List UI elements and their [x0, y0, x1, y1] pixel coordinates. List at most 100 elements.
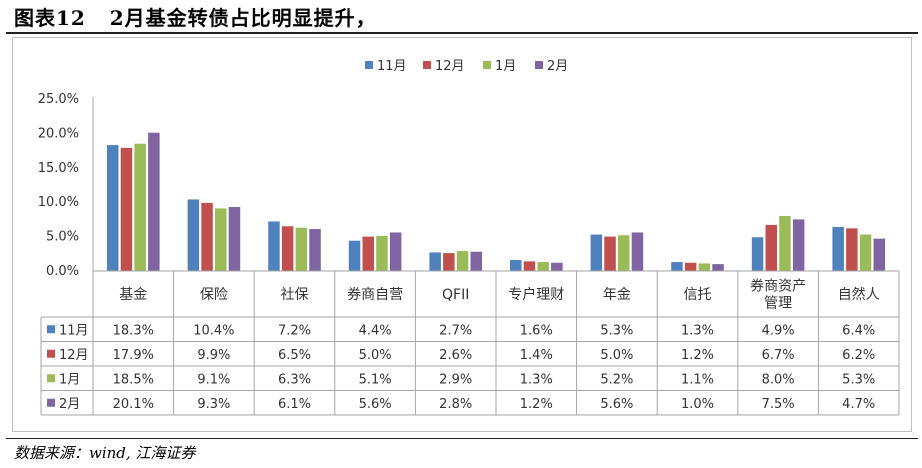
- table-row: 1月 18.5% 9.1% 6.3% 5.1% 2.9% 1.3% 5.2% 1.1% 8.0% 5…: [47, 372, 875, 387]
- bar: [268, 221, 280, 271]
- data-label: 6.2%: [842, 348, 875, 363]
- bar: [631, 232, 644, 271]
- category-label: 管理: [764, 296, 792, 312]
- bar: [107, 145, 119, 271]
- table-row: 2月 20.1% 9.3% 6.1% 5.6% 2.8% 1.2% 5.6% 1.0% 7.5% 4…: [47, 397, 875, 412]
- data-label: 6.3%: [278, 372, 311, 387]
- data-label: 9.3%: [197, 397, 230, 412]
- legend-item: 1月: [483, 59, 516, 74]
- bar: [443, 253, 455, 271]
- row-series-label: 12月: [59, 348, 89, 363]
- data-label: 5.1%: [359, 372, 392, 387]
- y-tick-label: 15.0%: [38, 161, 79, 176]
- data-label: 18.5%: [113, 372, 154, 387]
- top-rule: [6, 32, 918, 34]
- data-label: 4.9%: [762, 323, 795, 338]
- bottom-rule: [6, 438, 918, 439]
- row-legend-swatch: [47, 374, 55, 383]
- bar: [456, 251, 469, 271]
- data-label: 1.3%: [681, 323, 714, 338]
- data-label: 10.4%: [193, 323, 234, 338]
- data-label: 5.6%: [600, 397, 633, 412]
- bar: [832, 226, 844, 271]
- data-label: 1.2%: [520, 397, 553, 412]
- legend-label: 12月: [435, 59, 465, 74]
- bar: [228, 207, 241, 271]
- legend-swatch: [483, 61, 491, 69]
- legend-item: 11月: [365, 59, 407, 74]
- bar: [295, 227, 308, 271]
- data-label: 8.0%: [762, 372, 795, 387]
- legend-label: 11月: [377, 59, 407, 74]
- data-label: 1.6%: [520, 323, 553, 338]
- bar: [376, 235, 388, 271]
- bar: [859, 234, 872, 271]
- data-label: 6.1%: [278, 397, 311, 412]
- legend-label: 2月: [547, 59, 568, 74]
- y-axis: 0.0% 5.0% 10.0% 15.0% 20.0% 25.0%: [38, 92, 79, 279]
- data-label: 17.9%: [113, 348, 154, 363]
- bar: [523, 261, 536, 271]
- row-series-label: 2月: [59, 397, 80, 412]
- y-tick-label: 5.0%: [46, 230, 79, 245]
- legend-label: 1月: [495, 59, 516, 74]
- bar: [134, 143, 146, 271]
- category-label: 券商资产: [750, 279, 806, 295]
- figure-title: 图表12 2月基金转债占比明显提升，: [14, 2, 377, 31]
- legend: 11月 12月 1月 2月: [365, 59, 568, 74]
- bar: [873, 238, 885, 271]
- table-row: 11月 18.3% 10.4% 7.2% 4.4% 2.7% 1.6% 5.3% 1.3% 4.9…: [47, 323, 875, 338]
- data-label: 5.3%: [600, 323, 633, 338]
- category-label: 保险: [200, 287, 228, 303]
- bar: [348, 240, 361, 271]
- bar: [120, 147, 133, 271]
- data-label: 1.2%: [681, 348, 714, 363]
- bar: [281, 226, 294, 271]
- bar: [148, 132, 160, 271]
- data-label: 5.2%: [600, 372, 633, 387]
- row-series-label: 11月: [59, 323, 89, 338]
- bar: [671, 262, 683, 271]
- legend-item: 12月: [423, 59, 465, 74]
- row-legend-swatch: [47, 325, 55, 334]
- category-label: QFII: [442, 287, 469, 303]
- bar: [201, 202, 213, 271]
- category-label: 券商自营: [347, 287, 403, 303]
- data-label: 2.6%: [439, 348, 472, 363]
- bar: [309, 229, 321, 271]
- bar: [751, 237, 764, 271]
- y-tick-label: 10.0%: [38, 195, 79, 210]
- bar: [537, 262, 549, 271]
- figure-heading: 2月基金转债占比明显提升，: [109, 6, 377, 30]
- y-tick-label: 20.0%: [38, 126, 79, 141]
- data-label: 6.5%: [278, 348, 311, 363]
- bar: [429, 252, 441, 271]
- bar: [551, 262, 563, 271]
- data-label: 20.1%: [113, 397, 154, 412]
- chart-svg: 11月 12月 1月 2月 0.0% 5.0% 10.0% 15.0% 20.0% 25.0% 基金…: [38, 59, 900, 416]
- bar: [765, 224, 777, 271]
- source-note: 数据来源：wind, 江海证券: [14, 444, 196, 462]
- data-label: 5.3%: [842, 372, 875, 387]
- bar: [779, 215, 791, 271]
- row-legend-swatch: [47, 398, 55, 407]
- data-label: 5.0%: [359, 348, 392, 363]
- legend-swatch: [365, 61, 373, 69]
- figure-label: 图表12: [14, 6, 86, 30]
- data-label: 2.9%: [439, 372, 472, 387]
- bar: [712, 264, 724, 271]
- data-label: 9.1%: [197, 372, 230, 387]
- category-label: 自然人: [838, 286, 880, 303]
- bar: [389, 232, 402, 271]
- row-series-label: 1月: [59, 372, 80, 387]
- bar: [792, 219, 805, 271]
- data-label: 2.8%: [439, 397, 472, 412]
- bar: [604, 236, 616, 271]
- bar: [684, 262, 697, 271]
- row-legend-swatch: [47, 349, 55, 358]
- data-label: 5.0%: [600, 348, 633, 363]
- data-label: 7.2%: [278, 323, 311, 338]
- y-tick-label: 25.0%: [38, 92, 79, 107]
